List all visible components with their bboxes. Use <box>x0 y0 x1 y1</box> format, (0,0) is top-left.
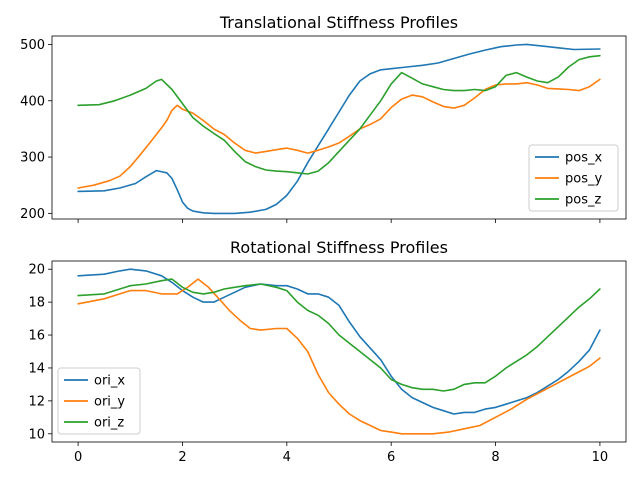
chart-panel-1: Translational Stiffness Profiles 200 300 40… <box>20 13 627 223</box>
x-tick-label: 6 <box>387 450 395 465</box>
legend-label-ori_z: ori_z <box>94 416 124 431</box>
y-tick-label: 18 <box>28 296 45 311</box>
x-tick-label: 2 <box>178 450 186 465</box>
series-line-ori_z <box>77 278 601 392</box>
legend-box <box>528 144 619 212</box>
legend-label-pos_y: pos_y <box>565 172 602 187</box>
series-line-pos_z <box>77 54 601 175</box>
legend-label-ori_y: ori_y <box>94 395 125 410</box>
y-tick-label: 200 <box>20 207 45 222</box>
axes-frame <box>51 260 627 443</box>
x-tick-label: 8 <box>491 450 499 465</box>
chart-title: Rotational Stiffness Profiles <box>230 238 448 257</box>
y-tick-label: 12 <box>28 394 45 409</box>
series-line-pos_x <box>77 43 601 215</box>
y-tick-label: 300 <box>20 151 45 166</box>
y-tick-label: 500 <box>20 38 45 53</box>
x-tick-label: 4 <box>283 450 291 465</box>
series-line-ori_y <box>77 278 601 435</box>
legend: ori_x ori_y ori_z <box>57 367 141 435</box>
axes-frame <box>51 35 627 220</box>
chart-panel-2: Rotational Stiffness Profiles 0 2 4 6 8 10 10 12… <box>28 238 627 465</box>
y-tick-label: 14 <box>28 361 45 376</box>
legend-box <box>57 367 141 435</box>
series-line-pos_y <box>77 78 601 189</box>
legend-label-ori_x: ori_x <box>94 374 125 389</box>
x-tick-label: 0 <box>74 450 82 465</box>
legend: pos_x pos_y pos_z <box>528 144 619 212</box>
x-tick-label: 10 <box>592 450 609 465</box>
legend-label-pos_x: pos_x <box>565 151 602 166</box>
legend-label-pos_z: pos_z <box>565 193 601 208</box>
y-tick-label: 16 <box>28 329 45 344</box>
y-tick-label: 10 <box>28 427 45 442</box>
chart-title: Translational Stiffness Profiles <box>219 13 458 32</box>
series-line-ori_x <box>77 268 601 415</box>
y-tick-label: 400 <box>20 94 45 109</box>
y-tick-label: 20 <box>28 263 45 278</box>
